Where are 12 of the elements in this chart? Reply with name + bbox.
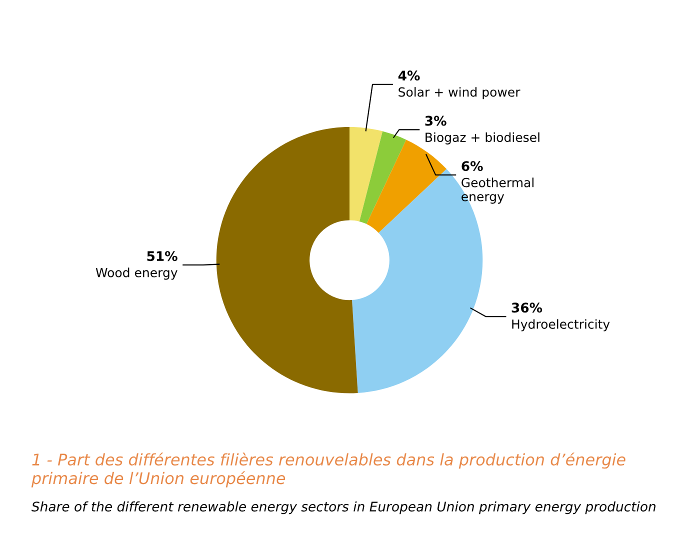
slice-label: Solar + wind power [398, 87, 520, 100]
text: 1 - Part des différentes filières renouvelables dans la production d’énergie primaire de l’Union européenne [31, 452, 626, 488]
text: Share of the different renewable energy sectors in European Union primary energy production [32, 501, 656, 514]
slice-label: Hydroelectricity [512, 319, 610, 332]
data-label: 3% [425, 116, 446, 126]
slice-label: Biogaz + biodiesel [426, 132, 540, 144]
data-label: 4% [398, 70, 420, 81]
data-label: 51% [147, 251, 178, 262]
data-label: 6% [462, 161, 483, 172]
slice-label: Geothermal energy [462, 178, 534, 204]
slice-label: Wood energy [96, 268, 178, 280]
data-label: 36% [512, 302, 542, 313]
